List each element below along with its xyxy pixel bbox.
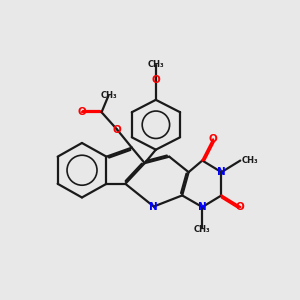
Text: CH₃: CH₃ bbox=[148, 61, 164, 70]
Text: CH₃: CH₃ bbox=[194, 225, 211, 234]
Text: N: N bbox=[217, 167, 226, 177]
Text: CH₃: CH₃ bbox=[242, 156, 258, 165]
Text: O: O bbox=[209, 134, 218, 144]
Text: N: N bbox=[149, 202, 158, 212]
Text: CH₃: CH₃ bbox=[100, 91, 117, 100]
Text: O: O bbox=[78, 107, 86, 117]
Text: O: O bbox=[152, 76, 160, 85]
Text: O: O bbox=[113, 124, 122, 134]
Text: N: N bbox=[198, 202, 207, 212]
Text: O: O bbox=[236, 202, 245, 212]
